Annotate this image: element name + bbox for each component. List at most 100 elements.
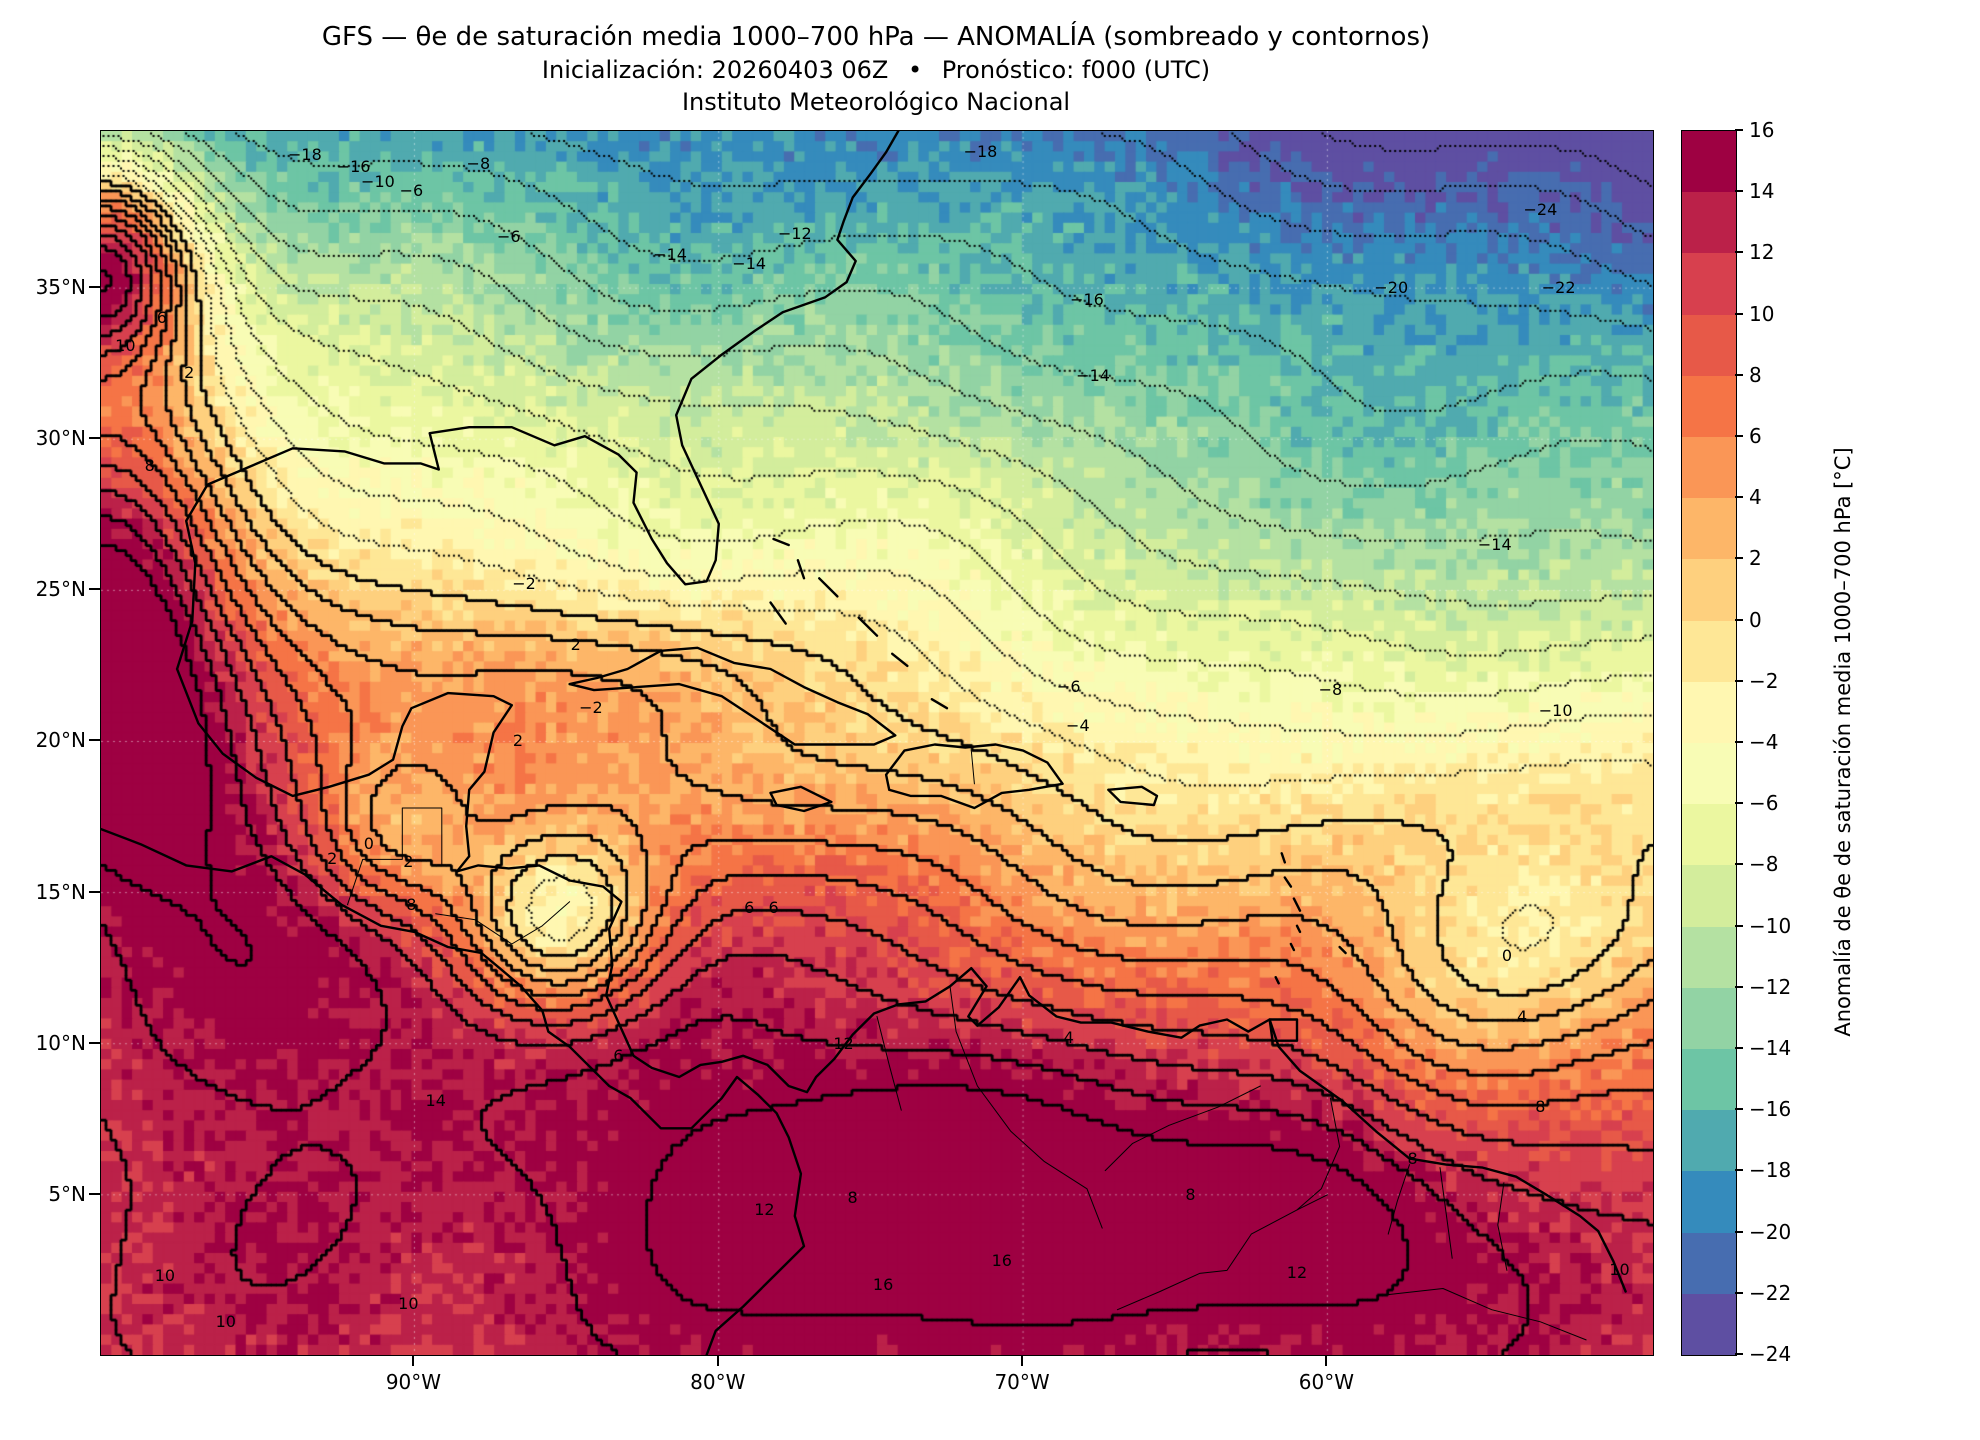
contour-label: 8 — [406, 894, 417, 914]
colorbar-cell — [1682, 743, 1736, 805]
colorbar-tick-label: −8 — [1749, 852, 1779, 877]
contour-label: −6 — [399, 181, 424, 201]
coastline-path — [1338, 945, 1347, 955]
border-river-path — [876, 1016, 902, 1111]
colorbar-tick-mark — [1735, 312, 1743, 315]
colorbar-tick-label: −22 — [1749, 1280, 1792, 1305]
contour-label: −18 — [287, 145, 322, 165]
y-tick-mark — [89, 437, 100, 440]
colorbar-tick-mark — [1735, 251, 1743, 254]
colorbar — [1681, 130, 1737, 1356]
border-river-path — [1497, 1182, 1508, 1271]
contour-label: 10 — [154, 1266, 176, 1286]
colorbar-tick-mark — [1735, 496, 1743, 499]
coastline-path — [101, 827, 806, 1355]
coastline-path — [891, 652, 909, 668]
colorbar-tick-mark — [1735, 435, 1743, 437]
contour-label: 8 — [1407, 1148, 1418, 1168]
border-river-path — [1387, 1164, 1410, 1235]
colorbar-tick-label: −10 — [1749, 913, 1792, 938]
border-river-path — [347, 807, 443, 906]
colorbar-cell — [1682, 620, 1736, 682]
y-tick-mark — [89, 1041, 100, 1044]
y-tick-label: 5°N — [48, 1181, 86, 1206]
colorbar-cell — [1682, 804, 1736, 866]
colorbar-tick-label: −20 — [1749, 1219, 1792, 1244]
border-river-path — [970, 750, 975, 785]
contour-label: 10 — [398, 1293, 419, 1313]
colorbar-tick-label: −16 — [1749, 1097, 1792, 1122]
colorbar-tick-mark — [1735, 373, 1743, 376]
border-river-path — [1296, 1097, 1341, 1211]
contour-label: −14 — [1076, 365, 1110, 385]
title-block: GFS — θe de saturación media 1000–700 hP… — [100, 20, 1652, 118]
colorbar-label: Anomalía de θe de saturación media 1000–… — [1831, 447, 1855, 1037]
contour-label: 0 — [1501, 946, 1513, 966]
colorbar-tick-mark — [1735, 1108, 1743, 1111]
colorbar-tick-label: −4 — [1749, 730, 1779, 754]
colorbar-tick-label: 6 — [1749, 424, 1762, 448]
colorbar-tick-label: −14 — [1749, 1036, 1792, 1060]
colorbar-cell — [1682, 192, 1736, 254]
contour-label: −10 — [1538, 701, 1573, 721]
colorbar-cell — [1682, 1171, 1736, 1233]
colorbar-cell — [1682, 681, 1736, 744]
contour-label: −6 — [1056, 677, 1081, 697]
y-tick-mark — [89, 890, 100, 893]
colorbar-tick-mark — [1735, 741, 1743, 743]
colorbar-tick-label: 8 — [1749, 362, 1762, 387]
colorbar-tick-mark — [1735, 679, 1743, 682]
colorbar-tick-label: 12 — [1749, 240, 1775, 265]
coastline-path — [1289, 942, 1296, 952]
coastline-path — [930, 698, 949, 710]
coastline-path — [1274, 976, 1280, 985]
colorbar-tick-mark — [1735, 190, 1743, 193]
x-tick-mark — [1021, 1355, 1024, 1366]
y-tick-label: 35°N — [35, 275, 86, 300]
chart-title: GFS — θe de saturación media 1000–700 hP… — [321, 22, 1431, 52]
coastline-path — [175, 131, 900, 671]
y-tick-label: 30°N — [35, 426, 86, 451]
contour-label: −24 — [1523, 199, 1558, 219]
y-tick-mark — [89, 286, 100, 289]
contour-label: 6 — [156, 308, 167, 328]
colorbar-tick-mark — [1735, 1291, 1743, 1294]
coastline-path — [1295, 924, 1302, 934]
contour-label: 10 — [215, 1311, 236, 1331]
contour-label: −8 — [466, 154, 491, 174]
contour-label: 12 — [833, 1033, 854, 1053]
colorbar-cell — [1682, 1293, 1736, 1356]
coastline-path — [769, 601, 787, 625]
coastline-path — [772, 537, 790, 547]
colorbar-tick-label: 10 — [1749, 301, 1775, 326]
colorbar-tick-mark — [1735, 802, 1743, 805]
colorbar-tick-label: −24 — [1749, 1342, 1792, 1366]
coastline-path — [796, 559, 806, 580]
y-tick-mark — [89, 739, 100, 742]
contour-label: 2 — [570, 634, 581, 654]
coastlines-overlay — [101, 131, 1627, 1355]
colorbar-tick-label: 0 — [1749, 607, 1762, 632]
colorbar-tick-label: 2 — [1749, 546, 1762, 571]
contour-label: −14 — [653, 244, 687, 264]
contour-label: −10 — [361, 172, 395, 192]
x-tick-mark — [1325, 1355, 1328, 1366]
coastline-path — [769, 785, 833, 813]
colorbar-tick-mark — [1735, 924, 1743, 927]
contour-label: 6 — [768, 897, 779, 917]
contour-label: 8 — [1185, 1184, 1196, 1204]
contour-label: 4 — [1517, 1006, 1528, 1026]
contour-label: 14 — [425, 1091, 446, 1111]
colorbar-tick-mark — [1735, 985, 1743, 988]
contour-label: −16 — [336, 157, 371, 177]
contour-label: 12 — [1286, 1263, 1308, 1283]
contour-label: 16 — [991, 1251, 1012, 1271]
x-tick-mark — [716, 1355, 719, 1366]
contour-label: −2 — [512, 574, 536, 594]
colorbar-tick-label: 4 — [1749, 485, 1762, 510]
colorbar-cell — [1682, 437, 1736, 499]
contour-label: 0 — [363, 834, 374, 854]
border-river-path — [435, 901, 571, 945]
colorbar-tick-label: 16 — [1749, 118, 1775, 142]
coastline-path — [857, 616, 879, 637]
